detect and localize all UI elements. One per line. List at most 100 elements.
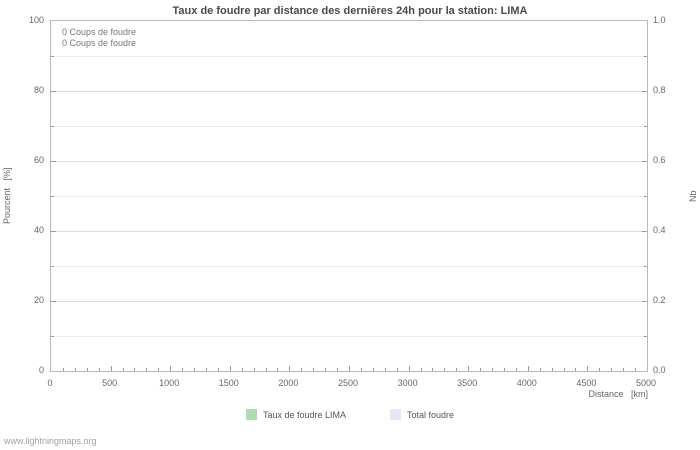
y-tick-label-left: 60	[33, 155, 44, 165]
y-tick-mark	[644, 126, 647, 127]
x-tick-mark	[98, 368, 100, 371]
x-tick-mark	[134, 368, 136, 371]
x-tick-mark	[396, 368, 398, 371]
x-tick-mark	[349, 366, 350, 371]
y-tick-mark	[51, 161, 56, 162]
x-tick-label: 2500	[337, 378, 359, 388]
x-tick-label: 2000	[278, 378, 299, 388]
x-tick-mark	[277, 368, 279, 371]
x-tick-label: 1000	[159, 378, 180, 388]
gridline	[51, 231, 647, 232]
legend-swatch	[390, 409, 402, 420]
x-tick-mark	[599, 368, 601, 371]
gridline	[51, 56, 647, 57]
x-tick-mark	[217, 368, 219, 371]
y-tick-mark	[51, 231, 56, 232]
y-tick-label-right: 0.2	[653, 295, 666, 305]
x-tick-mark	[313, 368, 315, 371]
annotation-line-1: 0 Coups de foudre	[62, 27, 137, 37]
y-tick-mark	[642, 301, 647, 302]
x-tick-mark	[110, 366, 112, 371]
gridline	[51, 266, 647, 267]
x-tick-mark	[62, 368, 64, 371]
gridline	[51, 196, 647, 197]
x-tick-mark	[360, 368, 362, 371]
y-tick-mark	[51, 301, 56, 302]
y-tick-label-right: 0.4	[653, 225, 666, 235]
y-tick-mark	[644, 196, 647, 197]
legend-item-2: Total foudre	[390, 409, 454, 420]
legend-swatch	[245, 409, 257, 420]
legend-label: Taux de foudre LIMA	[262, 409, 347, 420]
y-tick-label-right: 0.6	[653, 155, 666, 165]
plot-area: 0 Coups de foudre 0 Coups de foudre	[50, 20, 648, 372]
gridline	[51, 161, 647, 162]
gridline	[51, 336, 647, 337]
x-tick-mark	[325, 368, 327, 371]
gridline	[51, 91, 647, 92]
legend-label: Total foudre	[407, 409, 455, 420]
x-tick-mark	[551, 368, 553, 371]
x-axis-label: Distance [km]	[588, 389, 648, 399]
x-tick-mark	[611, 368, 613, 371]
annotation-line-2: 0 Coups de foudre	[62, 38, 137, 48]
x-tick-label: 500	[102, 378, 118, 388]
y-tick-label-right: 0.0	[653, 365, 666, 375]
x-tick-mark	[289, 366, 291, 371]
x-tick-mark	[503, 368, 505, 371]
x-tick-mark	[575, 368, 577, 371]
y-tick-label-left: 100	[28, 15, 44, 25]
x-tick-mark	[241, 368, 243, 371]
x-tick-mark	[158, 368, 160, 371]
y-tick-mark	[644, 336, 647, 337]
x-tick-mark	[265, 368, 267, 371]
y-tick-label-left: 0	[38, 365, 44, 375]
y-tick-label-right: 1.0	[653, 15, 666, 25]
y-tick-mark	[642, 161, 647, 162]
y-tick-label-left: 80	[33, 85, 44, 95]
gridline	[51, 126, 647, 127]
x-tick-mark	[301, 368, 303, 371]
x-tick-mark	[587, 366, 589, 371]
y-tick-mark	[51, 196, 54, 197]
chart-title: Taux de foudre par distance des dernière…	[172, 5, 528, 17]
gridline	[51, 301, 647, 302]
x-tick-mark	[563, 368, 565, 371]
x-tick-mark	[444, 368, 446, 371]
y-tick-label-left: 20	[33, 295, 44, 305]
x-tick-mark	[146, 368, 148, 371]
x-tick-label: 4500	[576, 378, 597, 388]
x-tick-mark	[515, 368, 517, 371]
x-tick-mark	[384, 368, 386, 371]
x-tick-label: 3500	[457, 378, 478, 388]
x-tick-label: 0	[47, 378, 53, 388]
y-tick-mark	[644, 266, 647, 267]
x-tick-mark	[527, 366, 529, 371]
x-tick-mark	[623, 368, 625, 371]
x-tick-mark	[468, 366, 470, 371]
x-tick-mark	[337, 368, 339, 371]
x-tick-mark	[170, 366, 172, 371]
site-link[interactable]: www.lightningmaps.org	[4, 436, 97, 446]
y-tick-mark	[644, 56, 647, 57]
x-tick-mark	[635, 368, 637, 371]
y-tick-mark	[51, 266, 54, 267]
y-axis-label-right: Nb	[688, 190, 698, 202]
x-tick-mark	[480, 368, 482, 371]
x-tick-mark	[420, 368, 422, 371]
x-tick-mark	[122, 368, 124, 371]
x-tick-label: 4000	[516, 378, 537, 388]
y-tick-mark	[51, 336, 54, 337]
x-tick-label: 1500	[218, 378, 239, 388]
legend: Taux de foudre LIMA Total foudre	[0, 409, 700, 420]
x-tick-mark	[408, 366, 410, 371]
y-tick-mark	[51, 91, 56, 92]
x-tick-mark	[205, 368, 207, 371]
x-tick-mark	[456, 368, 458, 371]
y-tick-mark	[642, 91, 647, 92]
x-tick-mark	[182, 368, 184, 371]
zero-strikes-annotation: 0 Coups de foudre 0 Coups de foudre	[62, 27, 136, 49]
y-tick-label-right: 0.8	[653, 85, 666, 95]
y-tick-label-left: 40	[33, 225, 44, 235]
x-tick-mark	[229, 366, 231, 371]
